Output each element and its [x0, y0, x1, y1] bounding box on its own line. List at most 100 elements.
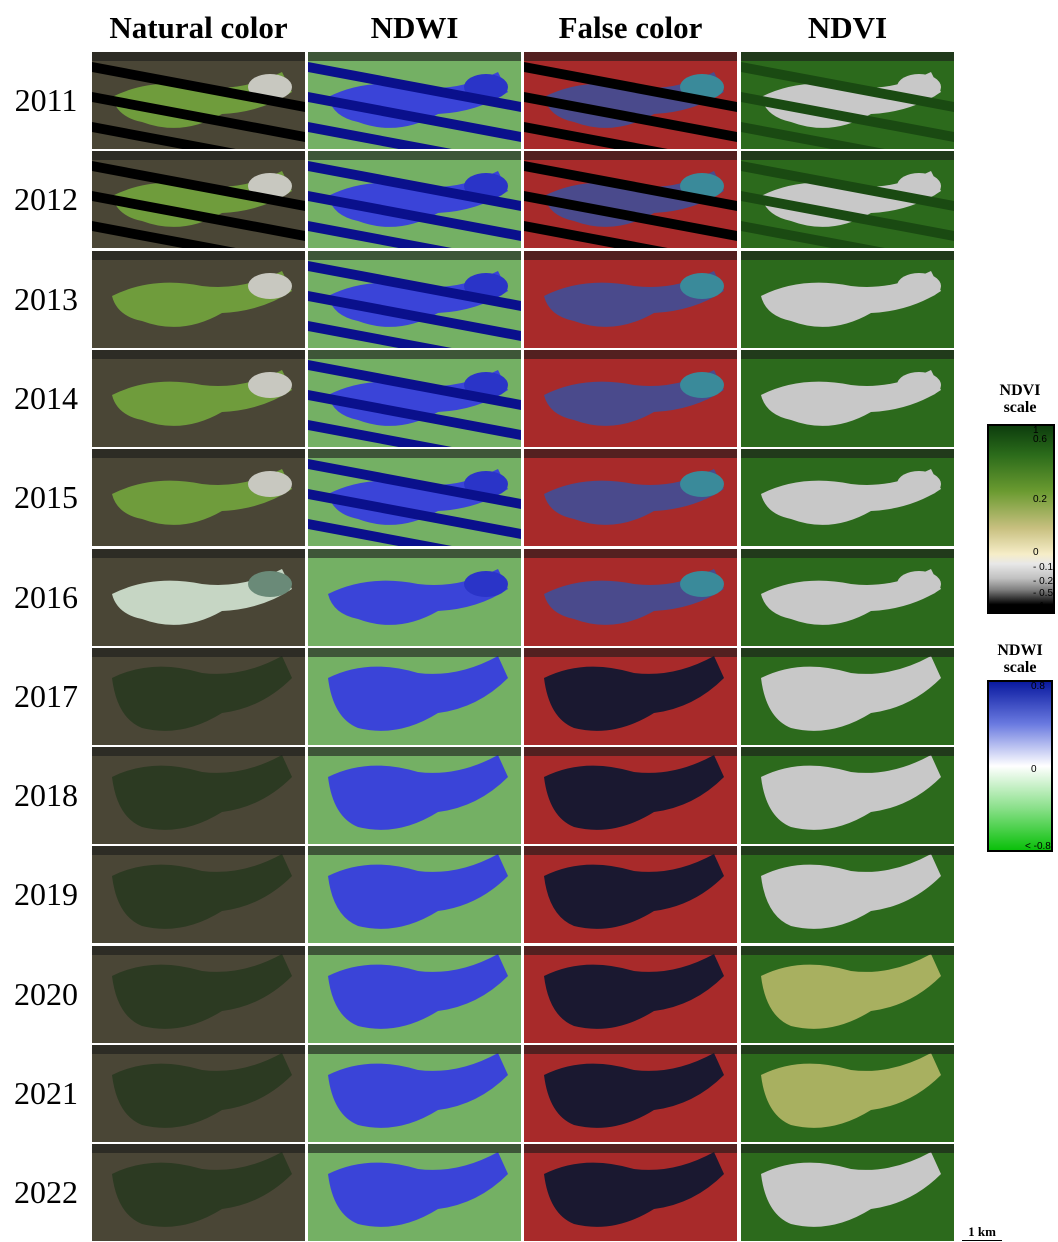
year-label: 2021 [14, 1075, 78, 1111]
ndvi-tick-label: 0.6 [1033, 434, 1047, 445]
satellite-image [92, 846, 305, 944]
satellite-image [741, 151, 954, 249]
satellite-image [92, 1144, 305, 1242]
missing-data-stripe [741, 92, 954, 142]
satellite-image [92, 449, 305, 547]
satellite-image [92, 945, 305, 1043]
satellite-image [524, 250, 737, 348]
satellite-image [741, 548, 954, 646]
satellite-image [741, 747, 954, 845]
satellite-image [741, 449, 954, 547]
satellite-image [741, 250, 954, 348]
ndvi-colorbar [987, 424, 1055, 614]
satellite-image [741, 945, 954, 1043]
missing-data-stripe [92, 62, 305, 112]
missing-data-stripe [741, 161, 954, 212]
satellite-image [741, 647, 954, 745]
ndvi-tick-label: 0.2 [1033, 494, 1047, 505]
satellite-image [741, 846, 954, 944]
ndwi-colorbar [987, 680, 1053, 852]
satellite-image [308, 647, 521, 745]
satellite-image [524, 52, 737, 149]
year-label: 2018 [14, 777, 78, 814]
year-label: 2017 [14, 677, 78, 714]
year-label: 2015 [14, 479, 78, 516]
missing-data-stripe [92, 161, 305, 212]
ndwi-tick-label: 0.8 [1031, 681, 1045, 692]
column-header: NDWI [370, 10, 459, 45]
ndvi-tick-label: 1 [1033, 425, 1039, 436]
ndvi-tick-label: - 0.1 [1033, 562, 1054, 573]
missing-data-stripe [92, 221, 236, 249]
satellite-image [92, 647, 305, 745]
satellite-image [92, 747, 305, 845]
satellite-image [524, 1144, 737, 1242]
missing-data-stripe [308, 161, 521, 212]
satellite-image [308, 449, 521, 547]
ndvi-tick-label: - 0.2 [1033, 576, 1054, 587]
satellite-image [308, 1144, 521, 1242]
missing-data-stripe [308, 62, 521, 112]
satellite-image [92, 52, 305, 149]
ndvi-scale-title: NDVI scale [999, 382, 1041, 416]
missing-data-stripe [524, 62, 737, 112]
satellite-image [524, 548, 737, 646]
column-header: NDVI [807, 10, 888, 45]
missing-data-stripe [308, 459, 521, 510]
year-label: 2020 [14, 975, 78, 1012]
satellite-image [308, 945, 521, 1043]
satellite-image [308, 151, 521, 249]
ndvi-tick-label: 0 [1033, 547, 1039, 558]
satellite-image [524, 747, 737, 845]
missing-data-stripe [308, 260, 521, 311]
year-label: 2011 [14, 82, 78, 118]
satellite-image [741, 52, 954, 149]
satellite-image [524, 647, 737, 745]
missing-data-stripe [741, 62, 954, 112]
column-header: False color [558, 10, 703, 45]
satellite-image [741, 1144, 954, 1242]
missing-data-stripe [308, 389, 521, 440]
year-label: 2012 [14, 181, 78, 218]
missing-data-stripe [524, 191, 737, 242]
missing-data-stripe [92, 122, 236, 149]
scale-bar: 1 km [962, 1224, 1002, 1241]
ndwi-tick-label: < -0.8 [1025, 841, 1051, 852]
satellite-image [308, 846, 521, 944]
year-label: 2014 [14, 379, 78, 416]
year-label: 2022 [14, 1174, 78, 1211]
missing-data-stripe [524, 161, 737, 212]
year-label: 2013 [14, 280, 78, 317]
satellite-image [92, 349, 305, 447]
missing-data-stripe [524, 92, 737, 142]
satellite-image [524, 1045, 737, 1142]
missing-data-stripe [92, 191, 305, 242]
missing-data-stripe [308, 290, 521, 341]
column-header: Natural color [109, 10, 288, 45]
satellite-image [524, 846, 737, 944]
satellite-image [524, 945, 737, 1043]
satellite-image [741, 349, 954, 447]
satellite-image [92, 250, 305, 348]
satellite-image [524, 151, 737, 249]
ndvi-tick-label: - 0.5 [1033, 588, 1054, 599]
satellite-image [308, 250, 521, 348]
ndwi-scale-title: NDWI scale [997, 642, 1043, 676]
satellite-image [92, 151, 305, 249]
satellite-image [308, 747, 521, 845]
satellite-image [92, 548, 305, 646]
satellite-image [92, 1045, 305, 1142]
satellite-image [741, 1045, 954, 1142]
missing-data-stripe [308, 191, 521, 242]
missing-data-stripe [92, 92, 305, 142]
year-label: 2019 [14, 876, 78, 913]
satellite-image [308, 548, 521, 646]
missing-data-stripe [308, 489, 521, 540]
satellite-image [308, 349, 521, 447]
ndvi-tick-label: - 1 [1033, 601, 1045, 612]
year-label: 2016 [14, 578, 78, 615]
satellite-image [308, 52, 521, 149]
satellite-image [308, 1045, 521, 1142]
missing-data-stripe [308, 359, 521, 410]
